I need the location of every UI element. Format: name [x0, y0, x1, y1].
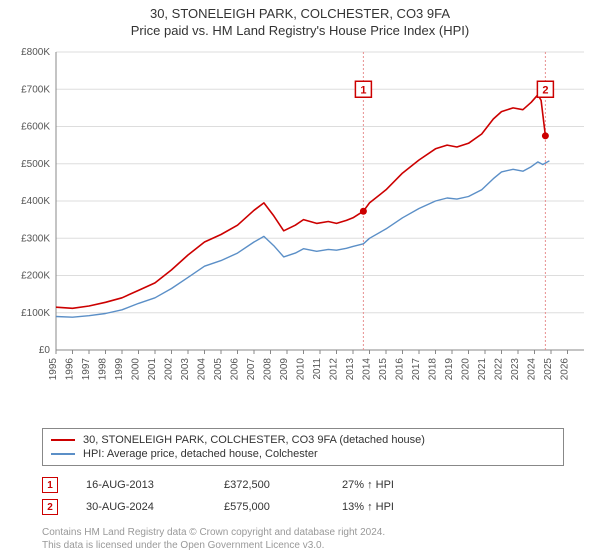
svg-text:2015: 2015 [378, 358, 389, 381]
legend-swatch-series1 [51, 439, 75, 441]
svg-text:2010: 2010 [296, 358, 307, 381]
svg-text:2002: 2002 [164, 358, 175, 381]
transaction-delta-1: 27% ↑ HPI [342, 479, 442, 491]
svg-text:2012: 2012 [329, 358, 340, 381]
svg-text:1999: 1999 [114, 358, 125, 381]
svg-text:2013: 2013 [345, 358, 356, 381]
svg-text:2016: 2016 [395, 358, 406, 381]
svg-text:£0: £0 [39, 345, 51, 356]
chart-title-subtitle: Price paid vs. HM Land Registry's House … [0, 21, 600, 42]
svg-text:2021: 2021 [477, 358, 488, 381]
legend-swatch-series2 [51, 453, 75, 455]
svg-text:2020: 2020 [461, 358, 472, 381]
svg-text:2024: 2024 [527, 358, 538, 381]
svg-text:2026: 2026 [560, 358, 571, 381]
svg-text:2019: 2019 [444, 358, 455, 381]
svg-text:2005: 2005 [213, 358, 224, 381]
svg-text:2009: 2009 [279, 358, 290, 381]
line-chart-svg: £0 £100K £200K £300K £400K £500K £600K £700K £80… [0, 42, 600, 422]
svg-text:2007: 2007 [246, 358, 257, 381]
svg-text:2003: 2003 [180, 358, 191, 381]
footer-line1: Contains HM Land Registry data © Crown c… [42, 526, 564, 539]
svg-text:2008: 2008 [263, 358, 274, 381]
transaction-price-1: £372,500 [224, 479, 314, 491]
svg-text:2004: 2004 [197, 358, 208, 381]
transaction-delta-2: 13% ↑ HPI [342, 501, 442, 513]
legend: 30, STONELEIGH PARK, COLCHESTER, CO3 9FA… [42, 428, 564, 466]
legend-label-series1: 30, STONELEIGH PARK, COLCHESTER, CO3 9FA… [83, 434, 425, 446]
transaction-marker-1: 1 [42, 477, 58, 493]
svg-text:2001: 2001 [147, 358, 158, 381]
svg-text:£700K: £700K [21, 84, 50, 95]
svg-text:2006: 2006 [230, 358, 241, 381]
footer-attribution: Contains HM Land Registry data © Crown c… [42, 526, 564, 552]
svg-text:£800K: £800K [21, 47, 50, 58]
svg-text:2022: 2022 [494, 358, 505, 381]
svg-text:£100K: £100K [21, 308, 50, 319]
svg-text:£600K: £600K [21, 122, 50, 133]
svg-text:1997: 1997 [81, 358, 92, 381]
legend-row-series2: HPI: Average price, detached house, Colc… [51, 447, 555, 461]
svg-text:£500K: £500K [21, 159, 50, 170]
svg-text:£200K: £200K [21, 271, 50, 282]
svg-text:1996: 1996 [65, 358, 76, 381]
transaction-date-1: 16-AUG-2013 [86, 479, 196, 491]
svg-text:1: 1 [360, 84, 366, 96]
svg-text:1995: 1995 [48, 358, 59, 381]
svg-text:2: 2 [542, 84, 548, 96]
transaction-row-2: 2 30-AUG-2024 £575,000 13% ↑ HPI [42, 496, 564, 518]
svg-text:2011: 2011 [312, 358, 323, 380]
legend-label-series2: HPI: Average price, detached house, Colc… [83, 448, 318, 460]
footer-line2: This data is licensed under the Open Gov… [42, 539, 564, 552]
svg-text:1998: 1998 [98, 358, 109, 381]
transactions-table: 1 16-AUG-2013 £372,500 27% ↑ HPI 2 30-AU… [42, 474, 564, 518]
chart-title-address: 30, STONELEIGH PARK, COLCHESTER, CO3 9FA [0, 0, 600, 21]
transaction-price-2: £575,000 [224, 501, 314, 513]
svg-text:2023: 2023 [510, 358, 521, 381]
svg-text:£300K: £300K [21, 233, 50, 244]
transaction-row-1: 1 16-AUG-2013 £372,500 27% ↑ HPI [42, 474, 564, 496]
svg-text:2018: 2018 [428, 358, 439, 381]
chart-area: £0 £100K £200K £300K £400K £500K £600K £700K £80… [0, 42, 600, 422]
legend-row-series1: 30, STONELEIGH PARK, COLCHESTER, CO3 9FA… [51, 433, 555, 447]
svg-text:2017: 2017 [411, 358, 422, 381]
svg-text:2025: 2025 [543, 358, 554, 381]
svg-text:2014: 2014 [362, 358, 373, 381]
svg-text:2000: 2000 [131, 358, 142, 381]
transaction-date-2: 30-AUG-2024 [86, 501, 196, 513]
transaction-marker-2: 2 [42, 499, 58, 515]
svg-text:£400K: £400K [21, 196, 50, 207]
